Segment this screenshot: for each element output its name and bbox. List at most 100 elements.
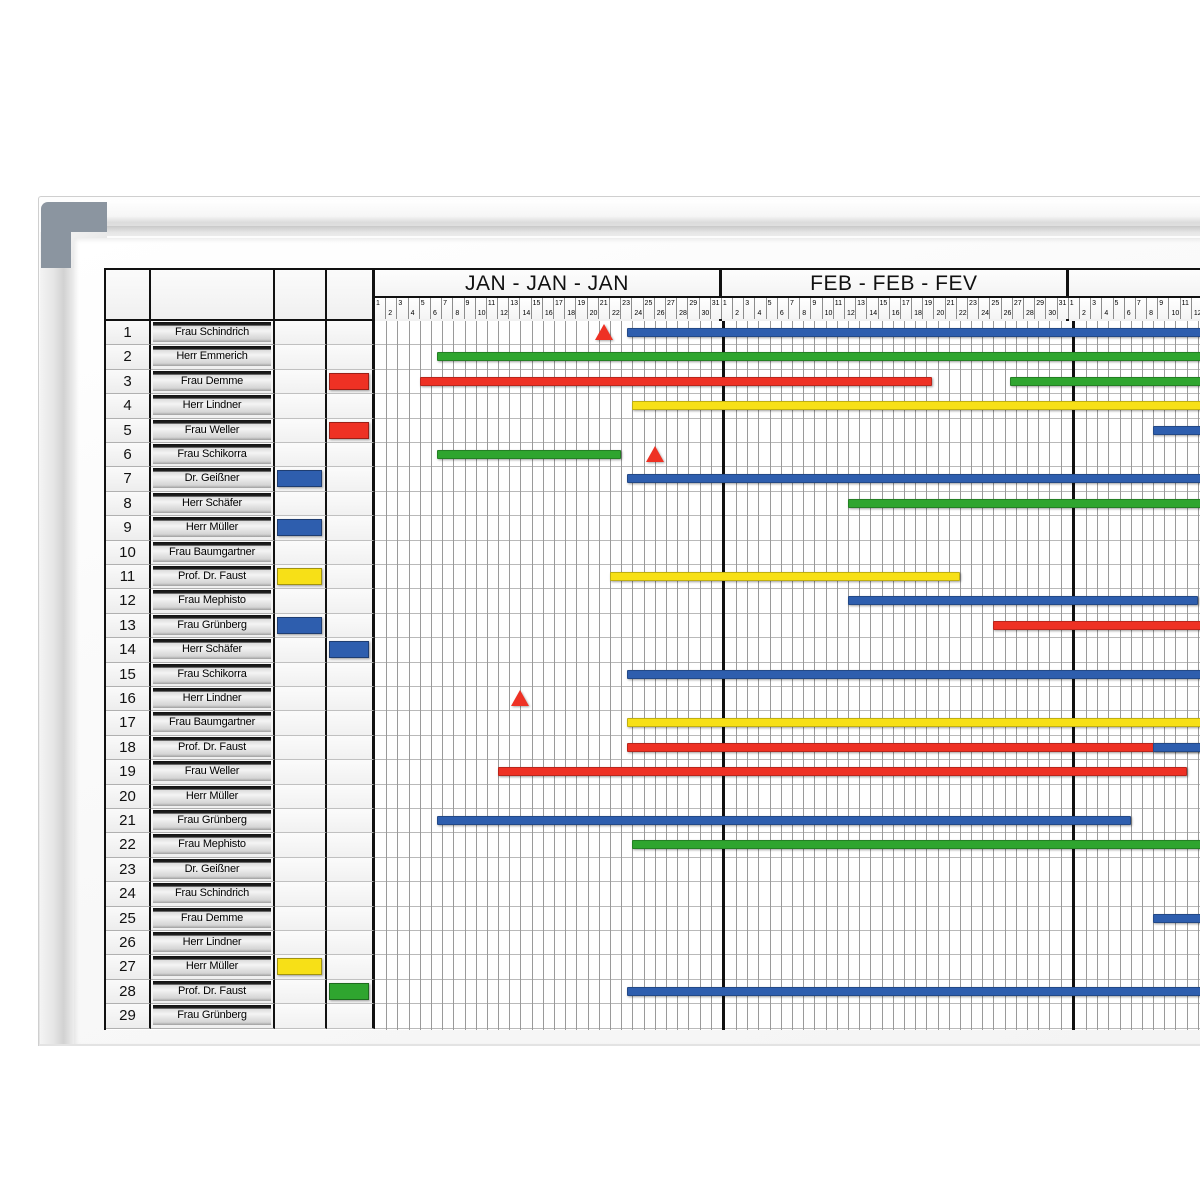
marker2-cell[interactable] [327, 565, 375, 590]
marker1-cell[interactable] [275, 540, 327, 565]
table-row[interactable]: 24 Frau Schindrich [106, 882, 1200, 907]
row-timeline-cells[interactable] [375, 541, 1200, 565]
day-cell-9[interactable]: 9 [464, 298, 476, 319]
day-cell-19[interactable]: 19 [576, 298, 588, 319]
row-timeline-cells[interactable] [375, 760, 1200, 785]
day-cell-30[interactable]: 30 [1046, 298, 1058, 319]
row-name-cell[interactable]: Frau Baumgartner [151, 711, 275, 736]
row-name-cell[interactable]: Dr. Geißner [151, 857, 275, 883]
marker1-cell[interactable] [275, 784, 327, 809]
day-cell-12[interactable]: 12 [844, 298, 857, 319]
row-name-cell[interactable]: Frau Mephisto [151, 833, 275, 858]
day-cell-5[interactable]: 5 [1113, 298, 1125, 319]
day-cell-11[interactable]: 11 [1180, 298, 1192, 319]
marker2-cell[interactable] [327, 345, 375, 370]
day-cell-8[interactable]: 8 [800, 298, 812, 319]
day-cell-25[interactable]: 25 [643, 298, 655, 319]
row-timeline-cells[interactable] [375, 785, 1200, 809]
day-cell-22[interactable]: 22 [609, 298, 622, 319]
marker1-cell[interactable] [275, 321, 327, 346]
table-row[interactable]: 4 Herr Lindner [106, 394, 1200, 419]
day-cell-18[interactable]: 18 [912, 298, 924, 319]
marker2-cell[interactable] [327, 491, 375, 517]
marker1-cell[interactable] [275, 443, 327, 468]
marker1-cell[interactable] [275, 491, 327, 517]
row-name-cell[interactable]: Frau Weller [151, 760, 275, 785]
day-cell-22[interactable]: 22 [956, 298, 969, 319]
marker2-cell[interactable] [327, 979, 375, 1005]
day-cell-19[interactable]: 19 [923, 298, 935, 319]
day-cell-7[interactable]: 7 [442, 298, 454, 319]
marker-chip-blue[interactable] [277, 519, 322, 537]
marker2-cell[interactable] [327, 687, 375, 712]
marker2-cell[interactable] [327, 809, 375, 834]
row-timeline-cells[interactable] [375, 1004, 1200, 1029]
day-cell-11[interactable]: 11 [833, 298, 845, 319]
day-cell-8[interactable]: 8 [1147, 298, 1159, 319]
marker1-cell[interactable] [275, 638, 327, 663]
marker1-cell[interactable] [275, 882, 327, 907]
row-timeline-cells[interactable] [375, 443, 1200, 468]
table-row[interactable]: 18 Prof. Dr. Faust [106, 735, 1200, 761]
marker1-cell[interactable] [275, 589, 327, 614]
marker2-cell[interactable] [327, 516, 375, 541]
row-timeline-cells[interactable] [375, 882, 1200, 907]
marker1-cell[interactable] [275, 735, 327, 761]
day-cell-20[interactable]: 20 [587, 298, 599, 319]
day-cell-5[interactable]: 5 [419, 298, 431, 319]
row-name-cell[interactable]: Prof. Dr. Faust [151, 979, 275, 1005]
marker1-cell[interactable] [275, 931, 327, 956]
marker2-cell[interactable] [327, 443, 375, 468]
marker2-cell[interactable] [327, 1004, 375, 1029]
table-row[interactable]: 23 Dr. Geißner [106, 857, 1200, 883]
table-row[interactable]: 3 Frau Demme [106, 369, 1200, 395]
row-timeline-cells[interactable] [375, 931, 1200, 956]
marker1-cell[interactable] [275, 369, 327, 395]
day-cell-21[interactable]: 21 [598, 298, 610, 319]
table-row[interactable]: 16 Herr Lindner [106, 687, 1200, 712]
day-cell-1[interactable]: 1 [721, 298, 734, 319]
table-row[interactable]: 28 Prof. Dr. Faust [106, 979, 1200, 1005]
day-cell-6[interactable]: 6 [1124, 298, 1136, 319]
day-cell-31[interactable]: 31 [1057, 298, 1069, 319]
marker2-cell[interactable] [327, 955, 375, 980]
marker-chip-green[interactable] [329, 982, 369, 1000]
row-name-cell[interactable]: Herr Emmerich [151, 345, 275, 370]
row-timeline-cells[interactable] [375, 711, 1200, 736]
marker2-cell[interactable] [327, 735, 375, 761]
day-cell-1[interactable]: 1 [1068, 298, 1080, 319]
marker2-cell[interactable] [327, 711, 375, 736]
day-cell-7[interactable]: 7 [789, 298, 801, 319]
day-cell-24[interactable]: 24 [632, 298, 644, 319]
table-row[interactable]: 10 Frau Baumgartner [106, 540, 1200, 565]
table-row[interactable]: 29 Frau Grünberg [106, 1004, 1200, 1029]
row-timeline-cells[interactable] [375, 419, 1200, 443]
row-name-cell[interactable]: Frau Mephisto [151, 589, 275, 614]
marker2-cell[interactable] [327, 857, 375, 883]
table-row[interactable]: 12 Frau Mephisto [106, 589, 1200, 614]
table-row[interactable]: 15 Frau Schikorra [106, 662, 1200, 687]
marker2-cell[interactable] [327, 540, 375, 565]
day-cell-10[interactable]: 10 [475, 298, 487, 319]
day-cell-15[interactable]: 15 [878, 298, 890, 319]
day-cell-28[interactable]: 28 [677, 298, 689, 319]
marker2-cell[interactable] [327, 613, 375, 639]
day-cell-31[interactable]: 31 [710, 298, 722, 319]
row-name-cell[interactable]: Herr Lindner [151, 687, 275, 712]
marker2-cell[interactable] [327, 369, 375, 395]
marker2-cell[interactable] [327, 321, 375, 346]
marker2-cell[interactable] [327, 467, 375, 492]
row-name-cell[interactable]: Frau Schindrich [151, 882, 275, 907]
marker2-cell[interactable] [327, 418, 375, 443]
marker1-cell[interactable] [275, 760, 327, 785]
row-name-cell[interactable]: Herr Schäfer [151, 638, 275, 663]
row-name-cell[interactable]: Frau Schikorra [151, 662, 275, 687]
table-row[interactable]: 7 Dr. Geißner [106, 467, 1200, 492]
day-cell-3[interactable]: 3 [1091, 298, 1103, 319]
table-row[interactable]: 13 Frau Grünberg [106, 613, 1200, 639]
marker-chip-yellow[interactable] [277, 568, 322, 585]
row-timeline-cells[interactable] [375, 687, 1200, 712]
marker1-cell[interactable] [275, 516, 327, 541]
row-name-cell[interactable]: Frau Schindrich [151, 321, 275, 346]
marker2-cell[interactable] [327, 589, 375, 614]
